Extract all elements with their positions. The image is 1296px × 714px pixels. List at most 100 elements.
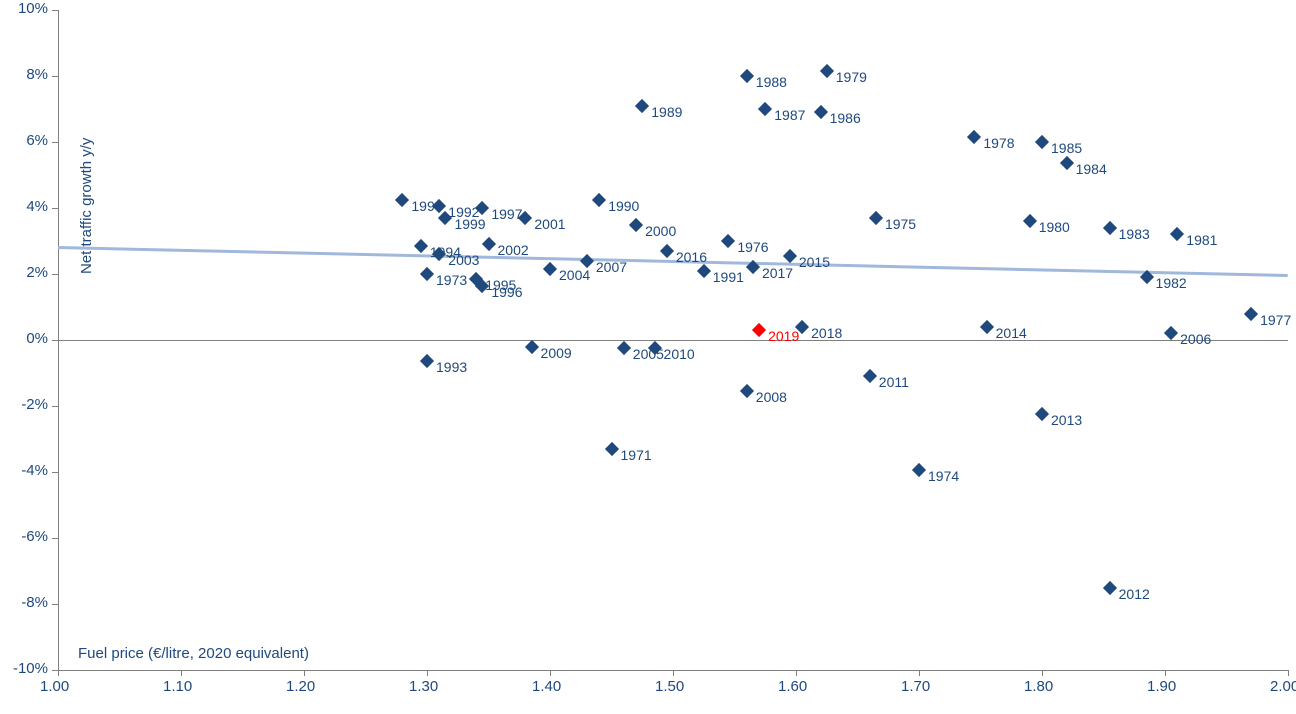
y-tick [52, 142, 58, 143]
y-tick-label: 8% [26, 66, 48, 83]
data-point-label: 1988 [756, 74, 787, 90]
data-point-label: 2002 [498, 242, 529, 258]
data-point-label: 1977 [1260, 312, 1291, 328]
data-point-label: 1986 [830, 110, 861, 126]
data-point [660, 244, 674, 258]
data-point-label: 1991 [713, 269, 744, 285]
x-axis-line [58, 670, 1288, 671]
y-tick [52, 76, 58, 77]
data-point [1103, 221, 1117, 235]
y-tick-label: -4% [21, 462, 48, 479]
data-point-label: 1987 [774, 107, 805, 123]
data-point [1164, 326, 1178, 340]
data-point-label: 2011 [879, 374, 909, 390]
data-point [420, 354, 434, 368]
y-tick [52, 274, 58, 275]
data-point-label: 1976 [737, 239, 768, 255]
data-point [1035, 407, 1049, 421]
data-point [721, 234, 735, 248]
y-tick-label: -6% [21, 528, 48, 545]
data-point [1023, 214, 1037, 228]
data-point-label: 1973 [436, 272, 467, 288]
data-point [740, 384, 754, 398]
x-tick [1165, 670, 1166, 676]
data-point-label: 1998 [411, 198, 442, 214]
x-tick-label: 1.10 [163, 678, 192, 695]
data-point-label: 1983 [1119, 226, 1150, 242]
data-point [414, 239, 428, 253]
data-point-label: 1980 [1039, 219, 1070, 235]
data-point-label: 2007 [596, 259, 627, 275]
y-tick-label: -8% [21, 594, 48, 611]
data-point [395, 193, 409, 207]
x-tick [673, 670, 674, 676]
x-tick-label: 1.30 [409, 678, 438, 695]
data-point-label: 2015 [799, 254, 830, 270]
data-point [912, 463, 926, 477]
data-point [580, 254, 594, 268]
data-point-label: 2001 [534, 216, 565, 232]
data-point [617, 341, 631, 355]
data-point [524, 340, 538, 354]
y-tick-label: -10% [13, 660, 48, 677]
data-point [635, 99, 649, 113]
data-point-label: 2009 [541, 345, 572, 361]
x-tick-label: 1.50 [655, 678, 684, 695]
data-point [629, 217, 643, 231]
x-tick [1042, 670, 1043, 676]
x-axis-title: Fuel price (€/litre, 2020 equivalent) [78, 645, 309, 662]
data-point-label: 1979 [836, 69, 867, 85]
data-point-label: 1975 [885, 216, 916, 232]
data-point [1103, 580, 1117, 594]
x-tick [427, 670, 428, 676]
data-point-label: 2010 [664, 346, 695, 362]
x-tick-label: 1.20 [286, 678, 315, 695]
x-tick [919, 670, 920, 676]
data-point [758, 102, 772, 116]
y-tick-label: 4% [26, 198, 48, 215]
data-point-label: 2016 [676, 249, 707, 265]
x-tick [550, 670, 551, 676]
data-point [740, 69, 754, 83]
data-point-label: 1978 [983, 135, 1014, 151]
x-tick-label: 1.00 [40, 678, 69, 695]
x-tick [796, 670, 797, 676]
data-point-label: 1993 [436, 359, 467, 375]
y-tick [52, 472, 58, 473]
data-point-label: 2004 [559, 267, 590, 283]
y-tick [52, 406, 58, 407]
data-point [1244, 307, 1258, 321]
data-point-label: 2012 [1119, 586, 1150, 602]
data-point [697, 264, 711, 278]
x-tick [58, 670, 59, 676]
data-point-label: 1989 [651, 104, 682, 120]
data-point [752, 323, 766, 337]
data-point [967, 130, 981, 144]
data-point-label: 2017 [762, 265, 793, 281]
data-point-label: 2013 [1051, 412, 1082, 428]
x-tick [1288, 670, 1289, 676]
data-point [1060, 156, 1074, 170]
data-point-label: 2019 [768, 328, 799, 344]
x-tick-label: 1.80 [1024, 678, 1053, 695]
y-tick [52, 208, 58, 209]
y-tick [52, 538, 58, 539]
zero-line [58, 340, 1288, 341]
data-point [980, 320, 994, 334]
data-point-label: 2003 [448, 252, 479, 268]
data-point [820, 64, 834, 78]
data-point-label: 1981 [1186, 232, 1217, 248]
y-tick-label: -2% [21, 396, 48, 413]
x-tick-label: 1.90 [1147, 678, 1176, 695]
scatter-chart: -10%-8%-6%-4%-2%0%2%4%6%8%10%1.001.101.2… [0, 0, 1296, 714]
data-point-label: 1997 [491, 206, 522, 222]
x-tick-label: 2.00 [1270, 678, 1296, 695]
data-point [543, 262, 557, 276]
data-point-label: 1971 [621, 447, 652, 463]
data-point-label: 1985 [1051, 140, 1082, 156]
y-tick [52, 604, 58, 605]
y-tick-label: 6% [26, 132, 48, 149]
data-point [863, 369, 877, 383]
data-point [604, 442, 618, 456]
data-point [783, 249, 797, 263]
